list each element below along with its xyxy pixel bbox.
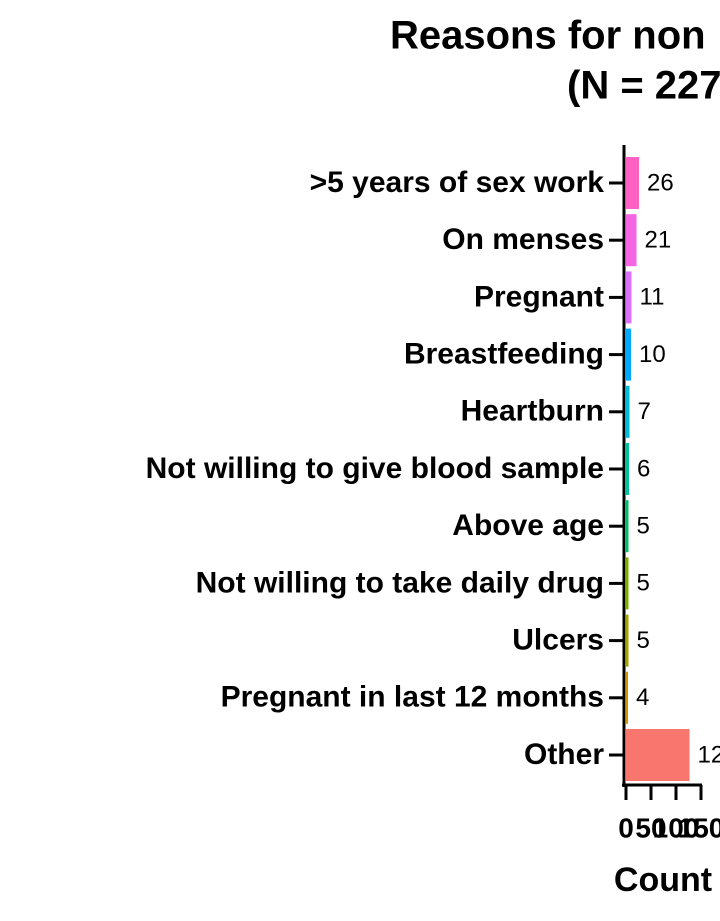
value-label: 5 xyxy=(637,570,650,597)
value-label: 21 xyxy=(645,227,672,254)
x-tick-label: 0 xyxy=(618,812,634,843)
chart-title: Reasons for non xyxy=(390,14,706,58)
value-label: 5 xyxy=(637,627,650,654)
x-tick-label: 100 xyxy=(653,812,700,843)
x-tick-label: 150 xyxy=(678,812,720,843)
bar xyxy=(626,671,628,724)
y-tick-label: Above age xyxy=(452,509,604,542)
chart-subtitle: (N = 227 xyxy=(567,64,720,108)
x-tick-label: 50 xyxy=(635,812,666,843)
bar xyxy=(626,614,629,667)
y-tick-label: >5 years of sex work xyxy=(310,166,605,199)
y-tick-label: Other xyxy=(524,738,604,771)
value-label: 10 xyxy=(639,341,666,368)
value-label: 26 xyxy=(647,169,674,196)
value-label: 6 xyxy=(637,455,650,482)
bar xyxy=(626,157,639,209)
value-label: 4 xyxy=(636,684,649,711)
value-label: 5 xyxy=(637,513,650,540)
bar xyxy=(626,385,630,438)
bar xyxy=(626,500,629,553)
y-tick-label: Heartburn xyxy=(461,395,604,428)
bar xyxy=(626,214,637,267)
y-tick-label: Ulcers xyxy=(512,624,604,657)
bar xyxy=(626,271,632,324)
bar xyxy=(626,729,690,781)
bar xyxy=(626,557,629,610)
value-label: 127 xyxy=(698,741,720,768)
value-label: 11 xyxy=(640,284,665,311)
bar xyxy=(626,443,629,495)
y-tick-label: Breastfeeding xyxy=(404,338,604,371)
y-tick-label: On menses xyxy=(442,223,604,256)
bar xyxy=(626,328,631,381)
y-tick-label: Pregnant in last 12 months xyxy=(221,681,604,714)
y-tick-label: Not willing to take daily drug xyxy=(196,566,604,599)
y-tick-label: Pregnant xyxy=(474,280,604,313)
y-tick-label: Not willing to give blood sample xyxy=(146,452,604,485)
value-label: 7 xyxy=(638,398,651,425)
x-axis-label: Count xyxy=(614,861,712,899)
